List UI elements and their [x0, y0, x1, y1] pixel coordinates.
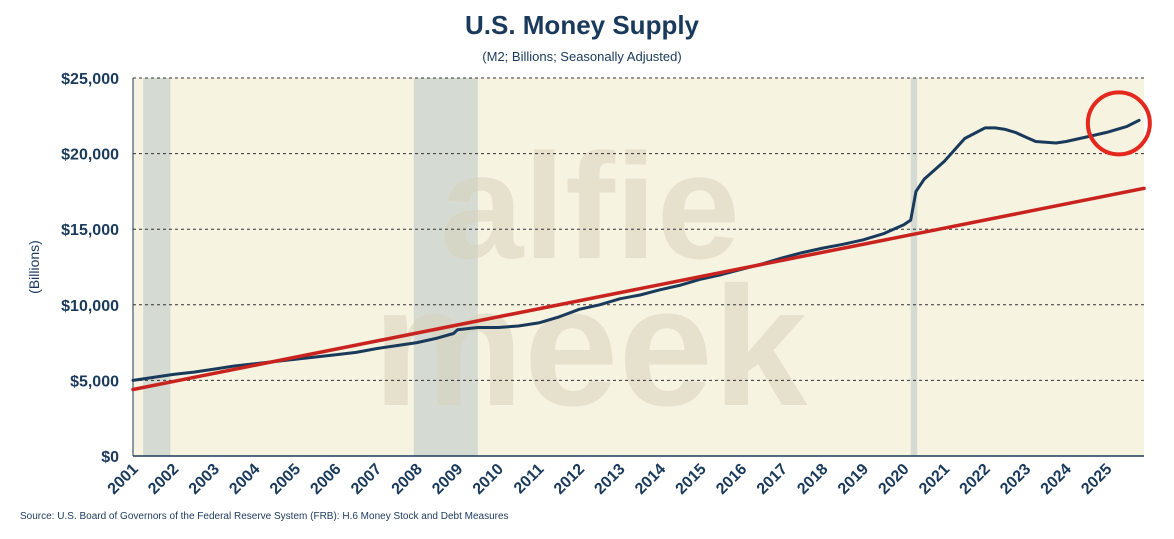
x-tick-label: 2017 [754, 461, 791, 498]
x-tick-label: 2005 [267, 461, 304, 498]
x-tick-labels: 2001 2002 2003 2004 2005 2006 2007 2008 2009 2010… [105, 461, 1116, 498]
recession-band [910, 78, 918, 456]
series-lines [131, 118, 1146, 392]
trend-line [131, 186, 1146, 392]
x-tick-label: 2001 [105, 461, 142, 498]
x-tick-label: 2016 [713, 461, 750, 498]
x-tick-label: 2019 [835, 461, 872, 498]
x-tick-label: 2018 [794, 461, 831, 498]
x-tick-label: 2025 [1078, 461, 1115, 498]
highlight-circle [1085, 90, 1152, 157]
plot-background [133, 78, 1144, 456]
source-note: Source: U.S. Board of Governors of the F… [20, 511, 509, 522]
recession-bands [143, 78, 918, 456]
x-tick-label: 2002 [145, 461, 182, 498]
x-tick-label: 2004 [226, 461, 263, 498]
x-tick-label: 2020 [875, 461, 912, 498]
x-tick-label: 2012 [551, 461, 588, 498]
x-tick-label: 2021 [916, 461, 953, 498]
x-tick-label: 2013 [591, 461, 628, 498]
recession-band [143, 78, 171, 456]
axes [132, 78, 1144, 457]
x-tick-label: 2023 [997, 461, 1034, 498]
x-tick-label: 2009 [429, 461, 466, 498]
x-tick-label: 2014 [632, 461, 669, 498]
chart-title: U.S. Money Supply [465, 10, 700, 40]
x-tick-label: 2003 [186, 461, 223, 498]
y-tick-label: $20,000 [61, 147, 119, 164]
recession-band [413, 78, 478, 456]
y-tick-label: $25,000 [61, 71, 119, 88]
x-tick-label: 2007 [348, 461, 385, 498]
x-tick-label: 2022 [957, 461, 994, 498]
x-tick-label: 2011 [511, 461, 548, 498]
y-tick-label: $15,000 [61, 222, 119, 239]
x-tick-label: 2006 [307, 461, 344, 498]
y-tick-label: $5,000 [70, 373, 119, 390]
watermark-text: alfie [440, 122, 740, 290]
x-tick-label: 2008 [389, 461, 426, 498]
watermark-text: meek [373, 252, 808, 442]
y-tick-label: $10,000 [61, 298, 119, 315]
y-axis-label: (Billions) [26, 240, 42, 294]
chart-subtitle: (M2; Billions; Seasonally Adjusted) [482, 49, 681, 64]
m2-series-line [131, 118, 1141, 382]
y-tick-labels: $0 $5,000 $10,000 $15,000 $20,000 $25,000 [61, 71, 119, 466]
y-tick-label: $0 [101, 449, 119, 466]
x-tick-label: 2015 [673, 461, 710, 498]
annotations [1085, 90, 1152, 157]
gridlines [133, 77, 1144, 381]
x-tick-label: 2010 [470, 461, 507, 498]
x-tick-label: 2024 [1038, 461, 1075, 498]
